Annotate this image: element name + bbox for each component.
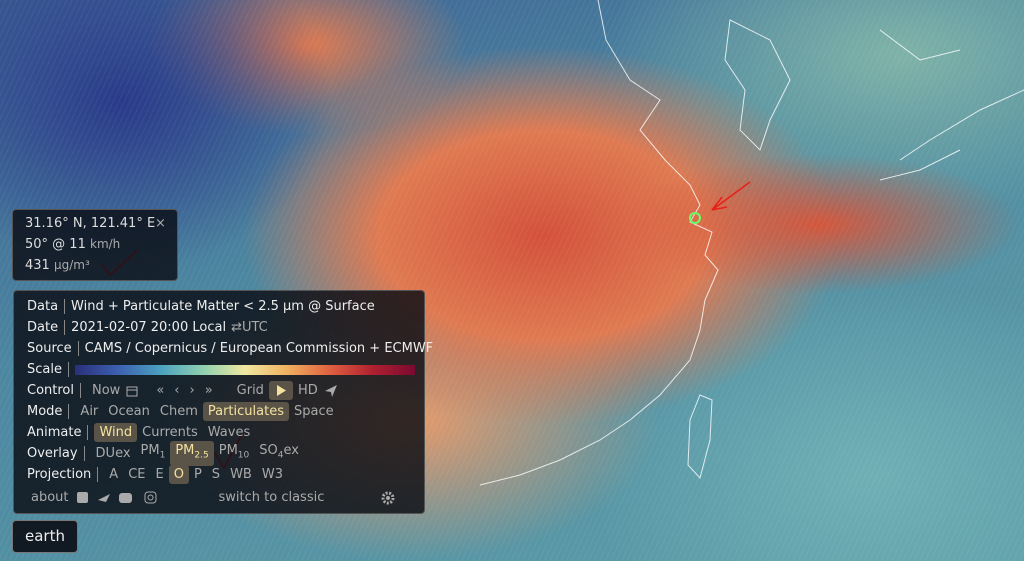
- close-button[interactable]: ×: [155, 216, 166, 231]
- overlay-option[interactable]: DUex: [91, 444, 136, 463]
- overlay-text: 4: [277, 450, 284, 461]
- step-button[interactable]: «: [156, 383, 165, 398]
- projection-option[interactable]: S: [211, 467, 221, 482]
- overlay-text: SO: [259, 443, 278, 459]
- menu: Data Wind + Particulate Matter < 2.5 µm @…: [13, 290, 433, 514]
- overlay-text: 1: [159, 450, 166, 461]
- animate-option[interactable]: Waves: [207, 425, 251, 440]
- step-button[interactable]: »: [204, 383, 213, 398]
- row-label: Data: [27, 299, 66, 314]
- row-label: Scale: [27, 362, 69, 377]
- coastline: [687, 394, 713, 480]
- about-link[interactable]: about: [31, 490, 69, 505]
- earth-button[interactable]: earth: [12, 520, 78, 553]
- social-icons[interactable]: [74, 491, 144, 505]
- now-button[interactable]: Now: [92, 383, 121, 398]
- grid-button[interactable]: Grid: [236, 383, 264, 398]
- row-label: Date: [27, 320, 66, 335]
- projection-option[interactable]: O: [168, 465, 189, 484]
- projection-option[interactable]: P: [193, 467, 202, 482]
- projection-option[interactable]: WB: [230, 467, 252, 482]
- scale-bar: [74, 364, 415, 375]
- row-label: Control: [27, 383, 81, 398]
- location-info: 31.16° N, 121.41° E × 50° @ 11 km/h 431 …: [12, 209, 178, 281]
- step-button[interactable]: ‹: [174, 383, 180, 398]
- row-label: Source: [27, 341, 79, 356]
- row-label: Projection: [27, 467, 99, 482]
- step-button[interactable]: ›: [189, 383, 195, 398]
- overlay-option[interactable]: PM1: [136, 441, 171, 466]
- value: 431: [25, 258, 50, 273]
- mode-option[interactable]: Particulates: [202, 402, 289, 421]
- projection-option[interactable]: W3: [261, 467, 283, 482]
- overlay-option[interactable]: PM10: [214, 441, 255, 466]
- mode-option[interactable]: Chem: [159, 404, 198, 419]
- overlay-option[interactable]: PM2.5: [170, 441, 214, 466]
- row-label: Overlay: [27, 446, 85, 461]
- utc-toggle[interactable]: ⇄UTC: [231, 320, 268, 335]
- hd-button[interactable]: HD: [297, 383, 318, 398]
- projection-option[interactable]: CE: [128, 467, 146, 482]
- calendar-icon[interactable]: [125, 384, 139, 398]
- overlay-text: PM: [218, 443, 238, 459]
- projection-option[interactable]: E: [155, 467, 164, 482]
- animate-option[interactable]: Currents: [142, 425, 198, 440]
- settings-icon[interactable]: [381, 491, 395, 505]
- overlay-option[interactable]: SO4ex: [254, 441, 304, 466]
- wind-unit: km/h: [90, 237, 121, 251]
- animate-option[interactable]: Wind: [94, 423, 138, 442]
- locate-icon[interactable]: [323, 384, 339, 398]
- location-marker: [689, 212, 701, 224]
- projection-option[interactable]: A: [109, 467, 119, 482]
- row-label: Animate: [27, 425, 89, 440]
- coastline: [879, 29, 1024, 181]
- annotation-arrow: [711, 181, 751, 211]
- source-text: CAMS / Copernicus / European Commission …: [84, 341, 434, 356]
- overlay-text: 2.5: [194, 450, 209, 461]
- overlay-text: 10: [237, 450, 250, 461]
- overlay-text: PM: [175, 443, 195, 459]
- coastline: [479, 0, 719, 486]
- overlay-text: DUex: [95, 446, 131, 461]
- data-text: Wind + Particulate Matter < 2.5 µm @ Sur…: [71, 299, 375, 314]
- coastline: [724, 19, 791, 151]
- row-label: Mode: [27, 404, 70, 419]
- value-unit: μg/m³: [53, 258, 90, 272]
- overlay-text: PM: [140, 443, 160, 459]
- date-text[interactable]: 2021-02-07 20:00 Local: [71, 320, 227, 335]
- overlay-text: ex: [283, 443, 299, 459]
- wind: 50° @ 11: [25, 237, 86, 252]
- instagram-icon[interactable]: [144, 491, 158, 505]
- classic-link[interactable]: switch to classic: [218, 490, 325, 505]
- mode-option[interactable]: Space: [293, 404, 334, 419]
- play-button[interactable]: [268, 381, 293, 400]
- coords: 31.16° N, 121.41° E: [25, 216, 156, 231]
- mode-option[interactable]: Air: [80, 404, 99, 419]
- mode-option[interactable]: Ocean: [108, 404, 150, 419]
